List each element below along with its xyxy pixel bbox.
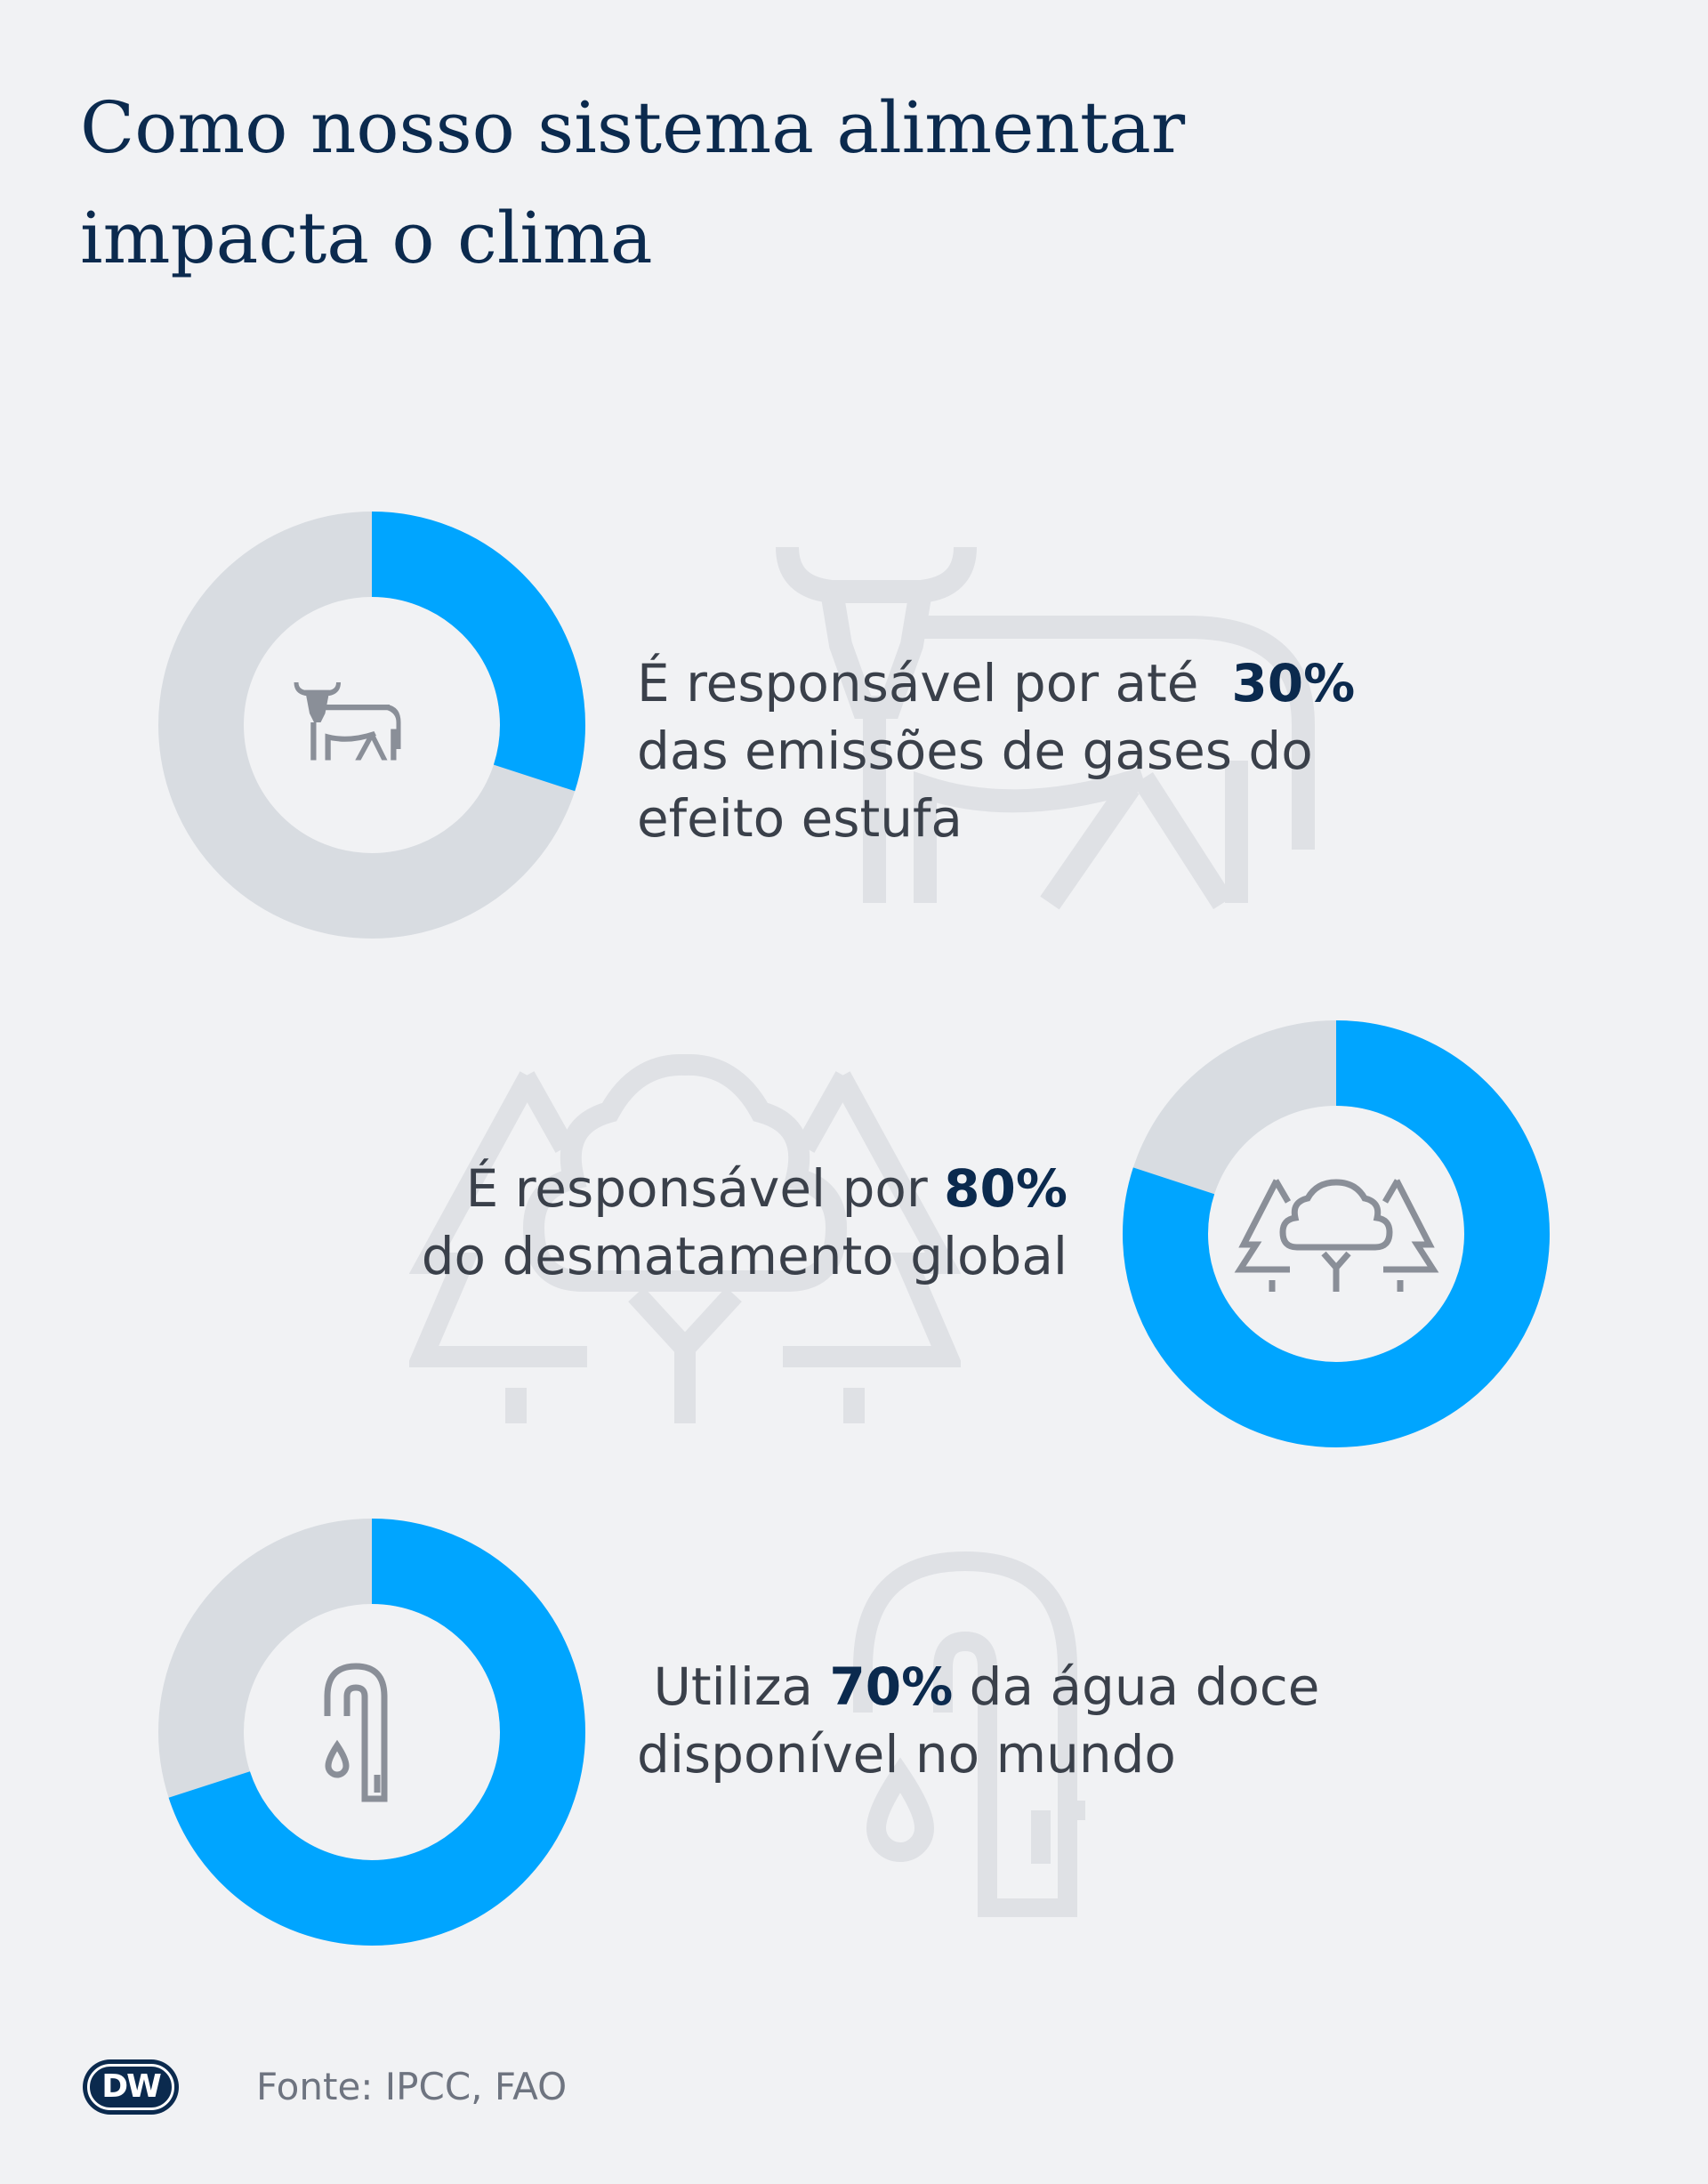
trees-icon [1234, 1179, 1439, 1292]
stat-deforestation-line-1: É responsável por 80% [422, 1155, 1068, 1222]
stat-emissions-line-3: efeito estufa [637, 788, 963, 849]
stat-deforestation-value: 80% [944, 1158, 1068, 1219]
stat-water: Utiliza 70% da água doce disponível no m… [637, 1653, 1319, 1788]
stat-water-text: Utiliza [653, 1656, 813, 1717]
stat-emissions-value: 30% [1231, 653, 1356, 713]
stat-emissions-line-2: das emissões de gases do [637, 721, 1313, 781]
stat-emissions: É responsável por até 30% das emissões d… [637, 649, 1355, 852]
donut-chart-water [158, 1519, 585, 1946]
donut-chart-water-svg [158, 1519, 585, 1946]
stat-water-line-1: Utiliza 70% da água doce [637, 1653, 1319, 1721]
donut-chart-emissions-svg [158, 512, 585, 939]
donut-value-arc [1123, 1020, 1550, 1447]
stat-emissions-text: É responsável por até [637, 653, 1199, 713]
donut-chart-deforestation-svg [1123, 1020, 1550, 1447]
trees-watermark-icon [409, 1054, 961, 1423]
dw-logo-ring [87, 2064, 174, 2110]
donut-chart-deforestation [1123, 1020, 1550, 1447]
stat-emissions-line-1: É responsável por até 30% [637, 649, 1355, 717]
stat-water-line-2: disponível no mundo [637, 1724, 1176, 1785]
source-note: Fonte: IPCC, FAO [256, 2065, 568, 2108]
stat-water-value: 70% [829, 1656, 954, 1717]
stat-deforestation: É responsável por 80% do desmatamento gl… [422, 1155, 1068, 1290]
title-line-1: Como nosso sistema alimentar [80, 86, 1186, 169]
stat-deforestation-line-2: do desmatamento global [421, 1226, 1068, 1286]
dw-logo: DW [83, 2059, 179, 2115]
stat-deforestation-text: É responsável por [465, 1158, 928, 1219]
water-tap-icon [324, 1663, 388, 1802]
stat-water-text-post: da água doce [969, 1656, 1320, 1717]
donut-value-arc [158, 512, 585, 939]
donut-chart-emissions [158, 512, 585, 939]
cow-watermark-icon [776, 546, 1315, 910]
title-line-2: impacta o clima [80, 197, 653, 279]
donut-value-arc [158, 1519, 585, 1946]
page-title: Como nosso sistema alimentar impacta o c… [80, 73, 1592, 294]
water-tap-watermark-icon [853, 1551, 1085, 1917]
cow-icon [294, 682, 401, 761]
